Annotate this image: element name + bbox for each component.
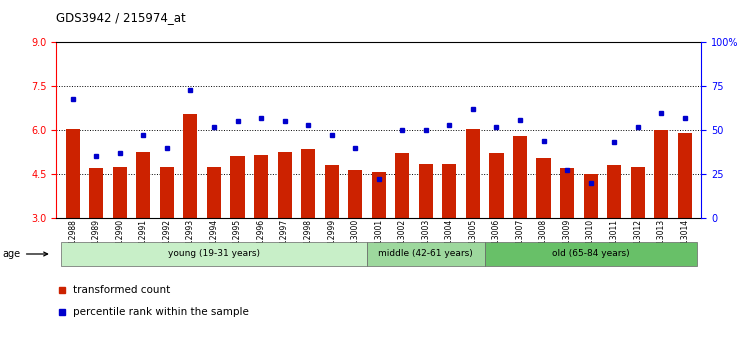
Bar: [160, 167, 174, 218]
Bar: [136, 152, 151, 218]
Text: percentile rank within the sample: percentile rank within the sample: [73, 307, 248, 317]
Text: middle (42-61 years): middle (42-61 years): [379, 250, 473, 258]
Text: age: age: [3, 249, 47, 259]
Bar: [395, 154, 410, 218]
Bar: [419, 164, 433, 218]
Bar: [61, 242, 367, 266]
Text: old (65-84 years): old (65-84 years): [552, 250, 629, 258]
Bar: [301, 149, 315, 218]
Text: transformed count: transformed count: [73, 285, 170, 295]
Bar: [278, 152, 292, 218]
Bar: [183, 114, 197, 218]
Bar: [254, 155, 268, 218]
Bar: [490, 153, 503, 218]
Bar: [536, 158, 550, 218]
Bar: [560, 168, 574, 218]
Text: GDS3942 / 215974_at: GDS3942 / 215974_at: [56, 11, 186, 24]
Bar: [484, 242, 697, 266]
Bar: [367, 242, 484, 266]
Bar: [654, 130, 668, 218]
Bar: [230, 156, 244, 218]
Bar: [112, 167, 127, 218]
Bar: [348, 170, 362, 218]
Bar: [442, 164, 457, 218]
Bar: [584, 174, 598, 218]
Bar: [631, 167, 645, 218]
Bar: [89, 168, 104, 218]
Text: young (19-31 years): young (19-31 years): [168, 250, 260, 258]
Bar: [513, 136, 527, 218]
Bar: [66, 129, 80, 218]
Bar: [678, 133, 692, 218]
Bar: [607, 165, 621, 218]
Bar: [325, 165, 339, 218]
Bar: [207, 167, 221, 218]
Bar: [372, 172, 386, 218]
Bar: [466, 129, 480, 218]
